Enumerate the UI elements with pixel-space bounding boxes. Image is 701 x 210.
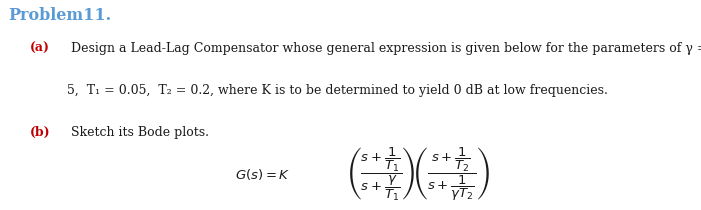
Text: (b): (b) [29, 126, 50, 139]
Text: Problem11.: Problem11. [8, 7, 111, 24]
Text: 5,  T₁ = 0.05,  T₂ = 0.2, where K is to be determined to yield 0 dB at low frequ: 5, T₁ = 0.05, T₂ = 0.2, where K is to be… [67, 84, 608, 97]
Text: Sketch its Bode plots.: Sketch its Bode plots. [67, 126, 209, 139]
Text: Design a Lead-Lag Compensator whose general expression is given below for the pa: Design a Lead-Lag Compensator whose gene… [67, 42, 701, 55]
Text: (a): (a) [29, 42, 50, 55]
Text: $\left(\dfrac{s+\dfrac{1}{T_1}}{s+\dfrac{\gamma}{T_1}}\right)\!\left(\dfrac{s+\d: $\left(\dfrac{s+\dfrac{1}{T_1}}{s+\dfrac… [347, 146, 490, 203]
Text: $G(s) = K$: $G(s) = K$ [235, 167, 290, 182]
